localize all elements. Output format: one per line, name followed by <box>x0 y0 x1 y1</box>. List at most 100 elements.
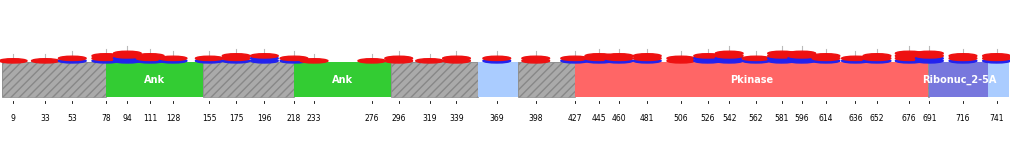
Circle shape <box>788 54 816 58</box>
Text: 319: 319 <box>422 114 437 123</box>
Circle shape <box>561 59 589 63</box>
Circle shape <box>864 54 891 58</box>
Circle shape <box>812 59 839 63</box>
Text: 614: 614 <box>819 114 833 123</box>
Circle shape <box>896 56 923 61</box>
Circle shape <box>196 56 223 61</box>
Circle shape <box>160 59 187 63</box>
Text: 296: 296 <box>392 114 406 123</box>
Text: 676: 676 <box>902 114 916 123</box>
Text: 94: 94 <box>122 114 132 123</box>
Circle shape <box>92 59 119 63</box>
Circle shape <box>113 51 141 56</box>
Circle shape <box>483 56 511 61</box>
Text: 196: 196 <box>258 114 272 123</box>
Text: Pkinase: Pkinase <box>730 75 773 85</box>
Circle shape <box>222 56 250 61</box>
Circle shape <box>196 59 223 63</box>
Circle shape <box>522 56 549 61</box>
Text: 155: 155 <box>202 114 216 123</box>
Circle shape <box>742 56 770 61</box>
Circle shape <box>715 51 743 56</box>
Circle shape <box>522 59 549 63</box>
Circle shape <box>0 59 27 63</box>
Circle shape <box>949 54 977 58</box>
Circle shape <box>300 59 328 63</box>
Circle shape <box>59 56 86 61</box>
FancyBboxPatch shape <box>203 62 294 97</box>
Circle shape <box>92 56 119 61</box>
Circle shape <box>788 59 816 63</box>
Circle shape <box>136 54 164 58</box>
Circle shape <box>113 54 141 58</box>
Text: Ribonuc_2-5A: Ribonuc_2-5A <box>922 74 996 85</box>
Circle shape <box>983 56 1010 61</box>
Circle shape <box>113 59 141 63</box>
Circle shape <box>788 51 816 56</box>
Circle shape <box>983 59 1010 63</box>
Circle shape <box>715 59 743 63</box>
Circle shape <box>864 59 891 63</box>
Circle shape <box>667 59 695 63</box>
Circle shape <box>250 59 278 63</box>
Text: 636: 636 <box>848 114 863 123</box>
Circle shape <box>136 59 164 63</box>
Circle shape <box>915 59 943 63</box>
Circle shape <box>280 59 308 63</box>
Circle shape <box>864 56 891 61</box>
Circle shape <box>633 59 662 63</box>
FancyBboxPatch shape <box>518 62 575 97</box>
Circle shape <box>605 54 633 58</box>
FancyBboxPatch shape <box>575 62 928 97</box>
Text: 596: 596 <box>795 114 809 123</box>
Text: 542: 542 <box>722 114 736 123</box>
Text: 562: 562 <box>748 114 764 123</box>
Text: 78: 78 <box>101 114 111 123</box>
Circle shape <box>915 54 943 58</box>
Circle shape <box>715 56 743 61</box>
Text: 460: 460 <box>612 114 626 123</box>
Text: 427: 427 <box>568 114 582 123</box>
Text: 218: 218 <box>287 114 301 123</box>
Circle shape <box>788 56 816 61</box>
Text: 111: 111 <box>143 114 158 123</box>
Circle shape <box>768 59 796 63</box>
Circle shape <box>633 54 662 58</box>
FancyBboxPatch shape <box>929 62 989 97</box>
Circle shape <box>896 59 923 63</box>
Circle shape <box>768 56 796 61</box>
FancyBboxPatch shape <box>478 62 518 97</box>
Text: 581: 581 <box>775 114 789 123</box>
Text: 33: 33 <box>40 114 50 123</box>
Text: 53: 53 <box>68 114 77 123</box>
Circle shape <box>561 56 589 61</box>
Circle shape <box>416 59 443 63</box>
Circle shape <box>385 59 412 63</box>
Circle shape <box>983 54 1010 58</box>
Circle shape <box>160 56 187 61</box>
FancyBboxPatch shape <box>928 62 929 97</box>
Circle shape <box>585 59 613 63</box>
Circle shape <box>667 56 695 61</box>
Text: 175: 175 <box>229 114 243 123</box>
FancyBboxPatch shape <box>2 62 106 97</box>
Circle shape <box>136 56 164 61</box>
Text: 691: 691 <box>922 114 936 123</box>
Circle shape <box>841 56 870 61</box>
Circle shape <box>768 54 796 58</box>
Circle shape <box>605 59 633 63</box>
Circle shape <box>442 59 471 63</box>
Circle shape <box>280 56 308 61</box>
Circle shape <box>31 59 60 63</box>
Circle shape <box>250 56 278 61</box>
Text: 339: 339 <box>449 114 464 123</box>
FancyBboxPatch shape <box>294 62 391 97</box>
Text: Ank: Ank <box>331 75 352 85</box>
Text: 233: 233 <box>307 114 321 123</box>
Circle shape <box>605 56 633 61</box>
FancyBboxPatch shape <box>106 62 203 97</box>
Circle shape <box>483 59 511 63</box>
Circle shape <box>812 54 839 58</box>
Circle shape <box>949 56 977 61</box>
FancyBboxPatch shape <box>989 62 1009 97</box>
